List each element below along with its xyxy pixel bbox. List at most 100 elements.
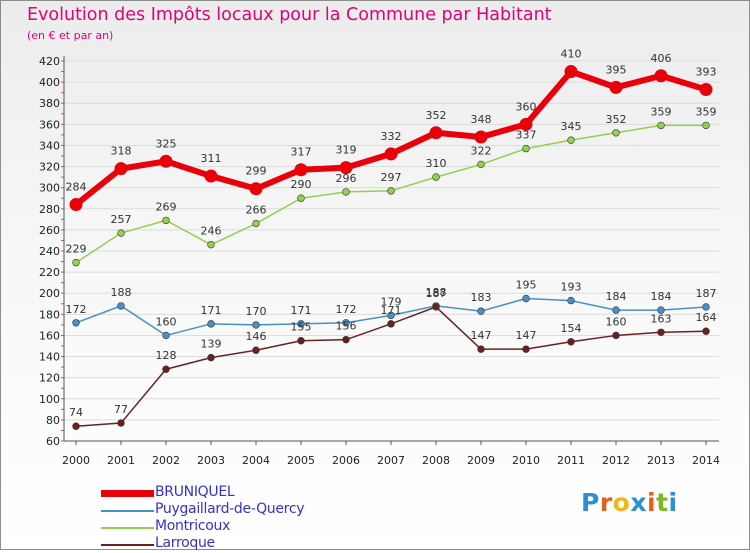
y-tick-label: 60 (46, 435, 60, 448)
legend-label: Montricoux (155, 518, 231, 534)
data-label-larroque: 164 (696, 311, 717, 324)
data-label-larroque: 147 (516, 329, 537, 342)
data-label-montricoux: 257 (111, 213, 132, 226)
x-tick-label: 2003 (197, 454, 225, 467)
data-point-puygaillard-de-quercy (342, 319, 350, 327)
data-label-bruniquel: 332 (381, 130, 402, 143)
data-label-montricoux: 352 (606, 113, 627, 126)
data-label-montricoux: 246 (201, 225, 222, 238)
data-label-larroque: 128 (156, 349, 177, 362)
legend-label: Larroque (155, 535, 215, 551)
y-tick-label: 360 (39, 118, 60, 131)
data-label-puygaillard-de-quercy: 188 (426, 286, 447, 299)
data-label-montricoux: 322 (471, 144, 492, 157)
data-label-puygaillard-de-quercy: 160 (156, 315, 177, 328)
data-label-montricoux: 337 (516, 129, 537, 142)
data-point-montricoux (432, 173, 440, 181)
logo-letter: r (599, 488, 613, 517)
logo-letter: i (647, 488, 657, 517)
data-label-puygaillard-de-quercy: 171 (201, 304, 222, 317)
data-point-puygaillard-de-quercy (252, 321, 260, 329)
data-point-bruniquel (294, 163, 308, 177)
y-tick-label: 120 (39, 372, 60, 385)
data-point-larroque (252, 346, 260, 354)
data-point-bruniquel (159, 154, 173, 168)
legend-swatch (101, 527, 154, 529)
data-label-bruniquel: 352 (426, 109, 447, 122)
legend-swatch (101, 544, 154, 546)
x-tick-label: 2006 (332, 454, 360, 467)
x-tick-label: 2011 (557, 454, 585, 467)
data-label-bruniquel: 360 (516, 100, 537, 113)
y-tick-label: 180 (39, 308, 60, 321)
x-tick-label: 2005 (287, 454, 315, 467)
data-point-larroque (702, 327, 710, 335)
data-point-montricoux (612, 129, 620, 137)
data-point-montricoux (567, 136, 575, 144)
data-label-montricoux: 269 (156, 200, 177, 213)
data-point-puygaillard-de-quercy (297, 320, 305, 328)
data-label-bruniquel: 348 (471, 113, 492, 126)
data-point-larroque (477, 345, 485, 353)
data-label-larroque: 77 (114, 403, 128, 416)
data-point-puygaillard-de-quercy (702, 303, 710, 311)
data-label-larroque: 171 (381, 304, 402, 317)
legend-swatch (101, 490, 154, 497)
data-point-montricoux (72, 258, 80, 267)
data-point-larroque (612, 331, 620, 340)
y-tick-label: 380 (39, 97, 60, 110)
data-point-montricoux (162, 216, 170, 225)
y-tick-label: 420 (39, 55, 60, 68)
y-tick-label: 240 (39, 245, 60, 258)
legend-label: BRUNIQUEL (155, 484, 235, 500)
data-label-larroque: 74 (69, 406, 83, 419)
data-label-puygaillard-de-quercy: 195 (516, 279, 537, 292)
data-point-bruniquel (249, 182, 263, 196)
y-tick-label: 300 (39, 182, 60, 195)
x-tick-label: 2014 (692, 454, 720, 467)
data-label-bruniquel: 319 (336, 144, 357, 157)
data-label-montricoux: 296 (336, 172, 357, 185)
x-tick-label: 2010 (512, 454, 540, 467)
data-label-larroque: 187 (426, 287, 447, 300)
data-point-puygaillard-de-quercy (522, 294, 530, 303)
x-tick-label: 2007 (377, 454, 405, 467)
y-tick-label: 160 (39, 329, 60, 342)
data-label-bruniquel: 395 (606, 63, 627, 76)
y-tick-label: 280 (39, 203, 60, 216)
data-label-puygaillard-de-quercy: 179 (381, 295, 402, 308)
data-label-bruniquel: 406 (651, 52, 672, 65)
data-label-puygaillard-de-quercy: 184 (606, 290, 627, 303)
y-tick-label: 340 (39, 139, 60, 152)
data-label-bruniquel: 393 (696, 66, 717, 79)
data-label-bruniquel: 318 (111, 145, 132, 158)
data-point-bruniquel (519, 117, 533, 131)
data-label-montricoux: 229 (66, 243, 87, 256)
data-point-montricoux (387, 187, 395, 195)
data-label-larroque: 160 (606, 315, 627, 328)
chart-title: Evolution des Impôts locaux pour la Comm… (27, 5, 552, 25)
data-point-puygaillard-de-quercy (117, 302, 125, 310)
data-label-larroque: 146 (246, 330, 267, 343)
data-point-montricoux (117, 229, 125, 237)
data-point-montricoux (297, 194, 305, 202)
data-label-puygaillard-de-quercy: 187 (696, 287, 717, 300)
data-point-larroque (432, 303, 440, 311)
data-point-montricoux (342, 188, 350, 196)
legend-item-puygaillard-de-quercy: Puygaillard-de-Quercy (101, 501, 381, 519)
legend-label: Puygaillard-de-Quercy (155, 501, 305, 517)
data-point-bruniquel (699, 83, 713, 96)
data-point-puygaillard-de-quercy (207, 320, 215, 328)
data-point-bruniquel (654, 69, 668, 83)
data-label-larroque: 154 (561, 322, 582, 335)
data-point-puygaillard-de-quercy (657, 306, 665, 314)
y-tick-label: 320 (39, 161, 60, 174)
data-point-montricoux (657, 121, 665, 130)
legend-item-larroque: Larroque (101, 535, 381, 553)
data-point-bruniquel (429, 126, 443, 140)
data-label-bruniquel: 325 (156, 137, 177, 150)
y-tick-label: 80 (46, 414, 60, 427)
y-tick-label: 200 (39, 287, 60, 300)
